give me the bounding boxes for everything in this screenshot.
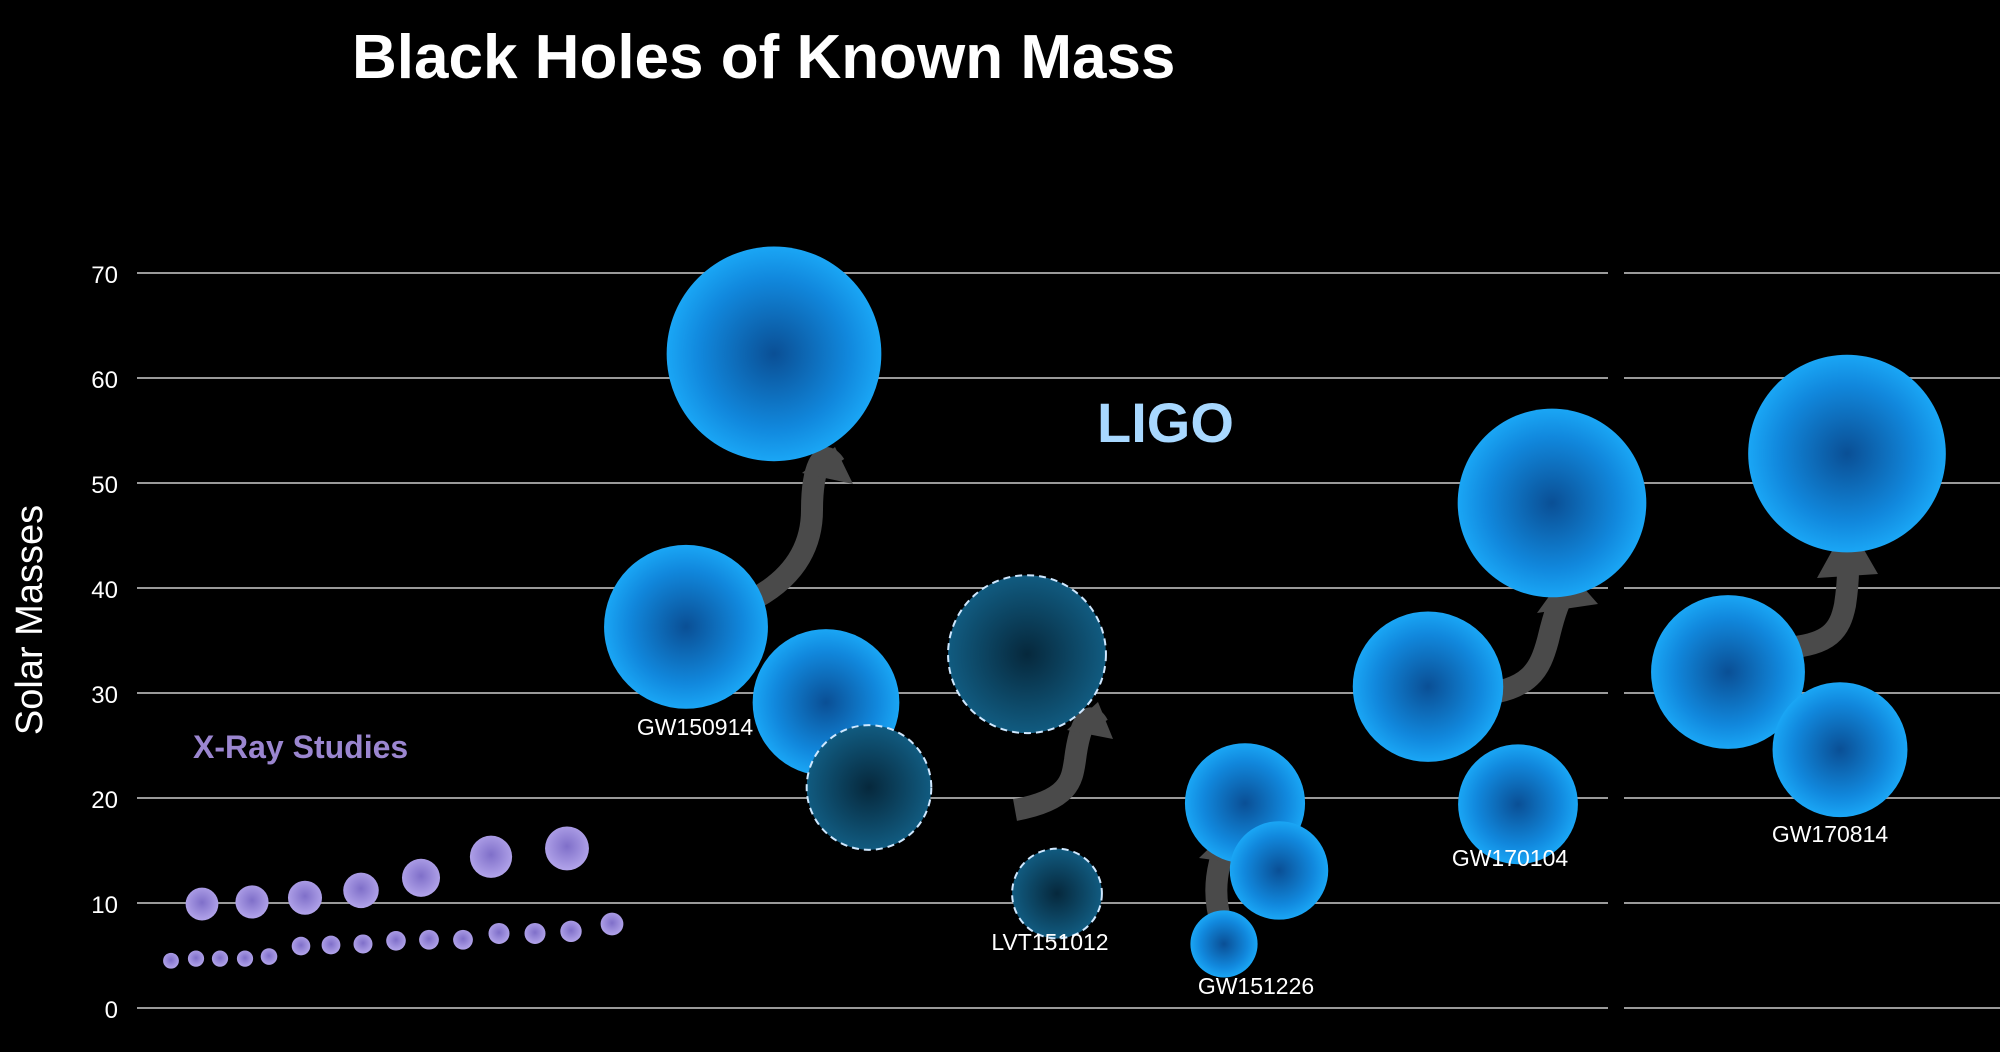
xray-point-lower-8 — [353, 934, 373, 954]
gw150914-primary — [604, 544, 768, 709]
gw170814-arrow-shaft — [1784, 569, 1859, 659]
xray-point-lower-7 — [321, 935, 341, 955]
event-labels: GW150914 LVT151012 GW151226 GW170104 GW17081… — [637, 714, 1889, 999]
xray-point-lower-15 — [600, 912, 624, 936]
xray-point-lower-14 — [560, 920, 582, 943]
y-tick-30: 30 — [91, 682, 118, 709]
lvt151012-secondary — [805, 724, 933, 851]
y-tick-0: 0 — [105, 997, 118, 1024]
xray-point-lower-11 — [453, 929, 473, 950]
gw150914-label: GW150914 — [637, 714, 754, 740]
xray-point-lower-12 — [488, 922, 510, 944]
gw170104-secondary — [1458, 744, 1578, 865]
y-tick-60: 60 — [91, 367, 118, 394]
gw170814-final — [1748, 354, 1946, 553]
gw151226-label: GW151226 — [1198, 973, 1314, 999]
lvt151012-arrow-head — [1067, 702, 1113, 739]
xray-point-lower-5 — [260, 948, 278, 965]
y-axis-label: Solar Masses — [9, 505, 51, 735]
xray-point-upper-1 — [185, 887, 219, 921]
gw150914-arrow-shaft — [746, 447, 845, 610]
y-tick-10: 10 — [91, 892, 118, 919]
y-tick-labels: 0 10 20 30 40 50 60 70 — [91, 262, 118, 1024]
xray-point-lower-3 — [211, 950, 229, 967]
gw170104-label: GW170104 — [1452, 845, 1569, 871]
xray-point-lower-13 — [524, 922, 546, 944]
xray-group-label: X-Ray Studies — [193, 729, 408, 765]
xray-point-lower-1 — [163, 952, 179, 969]
merger-arrows — [746, 447, 1878, 929]
lvt151012-primary — [947, 574, 1107, 735]
gw150914-arrow-head — [802, 447, 853, 484]
chart-title: Black Holes of Known Mass — [352, 23, 1175, 92]
gw170814-secondary — [1772, 682, 1908, 818]
xray-point-upper-3 — [287, 880, 323, 915]
xray-point-lower-4 — [236, 950, 254, 967]
gw151226-secondary — [1229, 821, 1329, 920]
gw170814-primary — [1651, 595, 1805, 749]
y-tick-70: 70 — [91, 262, 118, 289]
xray-points — [163, 826, 624, 969]
y-tick-50: 50 — [91, 472, 118, 499]
lvt151012-label: LVT151012 — [991, 929, 1108, 955]
gw170814-label: GW170814 — [1772, 821, 1889, 847]
gw170104-primary — [1352, 611, 1504, 762]
xray-point-upper-2 — [235, 885, 269, 919]
xray-point-lower-2 — [187, 950, 205, 967]
gw151226-final — [1190, 910, 1258, 978]
gw170104-final — [1457, 408, 1647, 598]
ligo-group-label: LIGO — [1097, 391, 1234, 454]
xray-point-upper-4 — [343, 872, 379, 909]
xray-point-upper-7 — [545, 826, 589, 871]
ligo-points — [604, 246, 1946, 978]
xray-point-upper-5 — [401, 858, 441, 897]
y-tick-20: 20 — [91, 787, 118, 814]
xray-point-lower-9 — [386, 931, 406, 951]
y-tick-40: 40 — [91, 577, 118, 604]
xray-point-upper-6 — [469, 835, 513, 878]
xray-point-lower-10 — [419, 929, 439, 950]
lvt151012-final — [1011, 847, 1103, 940]
gw150914-final — [666, 246, 882, 462]
xray-point-lower-6 — [291, 936, 311, 956]
